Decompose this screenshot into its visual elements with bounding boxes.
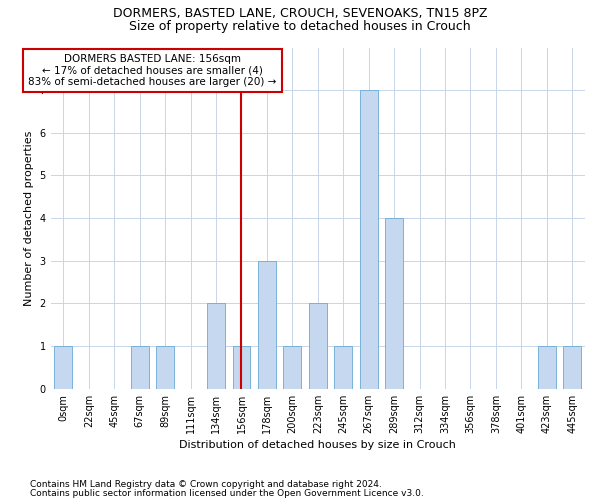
- Bar: [283, 346, 301, 389]
- Bar: [207, 304, 225, 389]
- Bar: [334, 346, 352, 389]
- Bar: [55, 346, 72, 389]
- Text: DORMERS, BASTED LANE, CROUCH, SEVENOAKS, TN15 8PZ: DORMERS, BASTED LANE, CROUCH, SEVENOAKS,…: [113, 8, 487, 20]
- Bar: [131, 346, 149, 389]
- X-axis label: Distribution of detached houses by size in Crouch: Distribution of detached houses by size …: [179, 440, 456, 450]
- Bar: [156, 346, 174, 389]
- Bar: [360, 90, 377, 389]
- Text: Contains HM Land Registry data © Crown copyright and database right 2024.: Contains HM Land Registry data © Crown c…: [30, 480, 382, 489]
- Text: Size of property relative to detached houses in Crouch: Size of property relative to detached ho…: [129, 20, 471, 33]
- Bar: [538, 346, 556, 389]
- Bar: [309, 304, 327, 389]
- Bar: [563, 346, 581, 389]
- Text: DORMERS BASTED LANE: 156sqm
← 17% of detached houses are smaller (4)
83% of semi: DORMERS BASTED LANE: 156sqm ← 17% of det…: [28, 54, 277, 87]
- Bar: [385, 218, 403, 389]
- Bar: [233, 346, 250, 389]
- Bar: [258, 261, 276, 389]
- Y-axis label: Number of detached properties: Number of detached properties: [24, 130, 34, 306]
- Text: Contains public sector information licensed under the Open Government Licence v3: Contains public sector information licen…: [30, 490, 424, 498]
